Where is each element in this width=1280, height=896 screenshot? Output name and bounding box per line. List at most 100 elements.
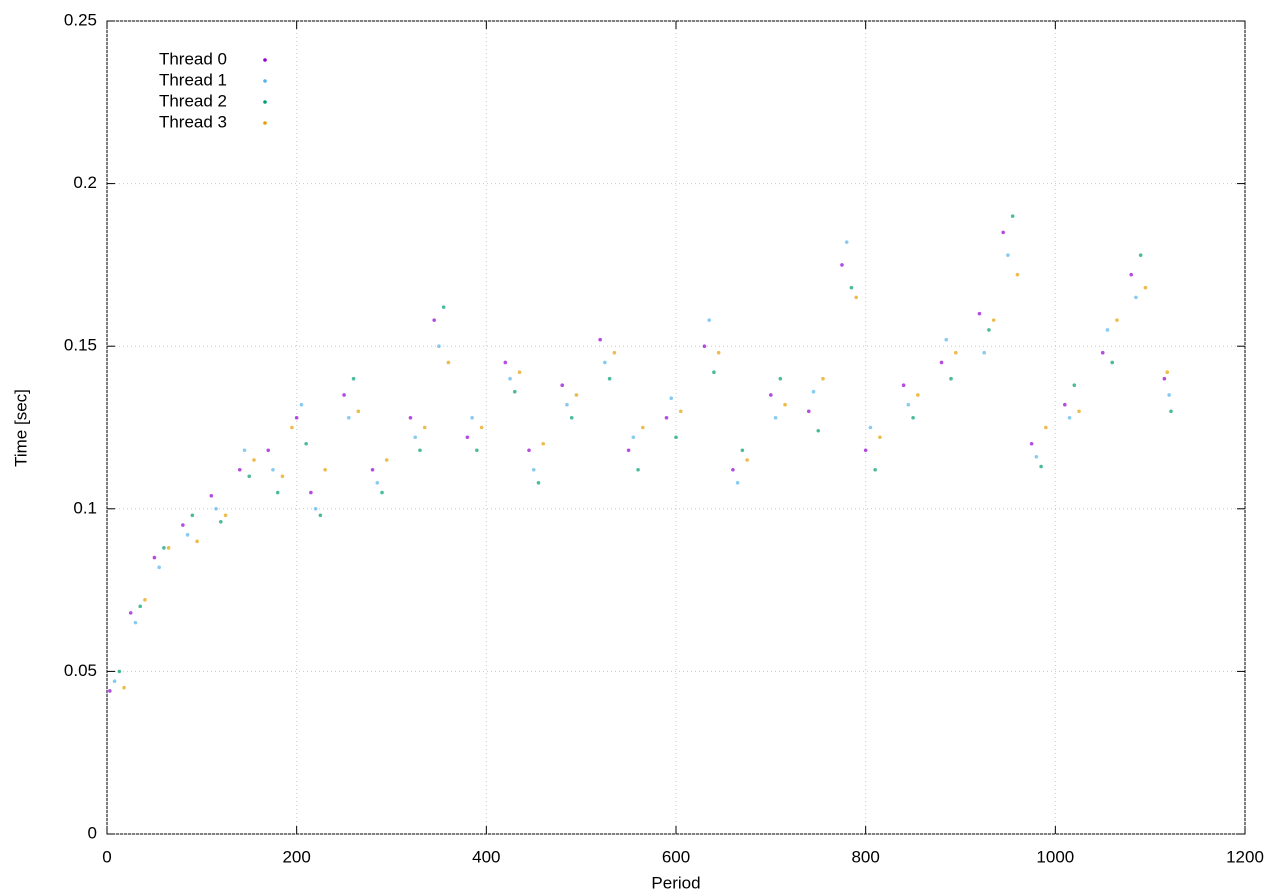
point [185, 533, 190, 537]
y-tick-label: 0.05 [64, 661, 97, 680]
point [527, 448, 531, 453]
point [128, 611, 133, 615]
point [465, 435, 470, 440]
point [977, 311, 982, 316]
point [678, 409, 683, 414]
point [347, 415, 351, 420]
point [740, 448, 745, 453]
point [384, 458, 389, 462]
point [162, 546, 166, 550]
point [380, 490, 384, 495]
y-tick-label: 0.15 [64, 336, 97, 355]
point [612, 350, 617, 355]
point [906, 402, 911, 407]
point [849, 285, 854, 290]
point [641, 425, 645, 430]
point [1010, 214, 1015, 218]
point [1067, 415, 1072, 420]
point [911, 415, 915, 420]
point [1015, 272, 1020, 277]
point [745, 458, 749, 462]
point [138, 604, 142, 609]
point [408, 415, 413, 420]
x-tick-label: 400 [472, 847, 500, 866]
legend-marker [263, 58, 267, 62]
point [512, 389, 517, 394]
point [1044, 425, 1048, 430]
x-tick-label: 1000 [1036, 847, 1074, 866]
point [953, 350, 958, 355]
point [1063, 402, 1067, 407]
point [1162, 376, 1167, 381]
point [769, 393, 773, 397]
point [117, 669, 122, 674]
point [122, 685, 126, 690]
point [863, 448, 868, 453]
point [939, 360, 944, 365]
point [112, 679, 117, 683]
point [1165, 370, 1170, 375]
point [560, 383, 564, 388]
point [1110, 360, 1115, 365]
point [470, 415, 474, 420]
point [309, 490, 313, 495]
point [987, 328, 991, 332]
point [422, 425, 427, 430]
point [432, 318, 436, 322]
point [441, 305, 446, 309]
point [247, 474, 252, 479]
point [356, 409, 361, 414]
point [479, 425, 484, 430]
point [1100, 350, 1105, 355]
point [271, 467, 275, 472]
point [811, 389, 816, 394]
point [868, 425, 873, 430]
point [266, 448, 271, 453]
point [626, 448, 631, 453]
point [707, 318, 711, 322]
point [223, 513, 228, 518]
point [237, 467, 242, 472]
x-tick-label: 1200 [1226, 847, 1264, 866]
point [702, 344, 707, 349]
point [1077, 409, 1081, 414]
point [475, 448, 479, 453]
point [1072, 383, 1077, 388]
point [437, 344, 441, 349]
point [735, 480, 740, 485]
point [1029, 441, 1034, 446]
point [195, 539, 199, 544]
point [631, 435, 636, 440]
y-tick-label: 0.2 [73, 173, 97, 192]
point [1115, 318, 1119, 322]
point [108, 689, 112, 693]
legend-label: Thread 0 [159, 49, 227, 68]
point [636, 467, 640, 472]
point [816, 428, 821, 433]
legend-marker [263, 100, 267, 104]
legend-marker [263, 79, 267, 83]
point [569, 415, 574, 420]
point [508, 376, 512, 381]
point [949, 376, 953, 381]
point [190, 513, 195, 518]
point [1169, 409, 1173, 414]
x-axis-label: Period [651, 873, 700, 892]
point [1034, 454, 1039, 459]
point [290, 425, 294, 430]
point [541, 441, 546, 446]
point [603, 360, 607, 365]
point [1006, 253, 1010, 257]
legend-label: Thread 1 [159, 70, 227, 89]
point [1134, 295, 1138, 300]
point [873, 467, 877, 472]
legend-label: Thread 2 [159, 91, 227, 110]
point [916, 393, 920, 397]
point [982, 350, 987, 355]
point [674, 435, 678, 440]
point [991, 318, 996, 322]
point [531, 467, 536, 472]
point [778, 376, 783, 381]
